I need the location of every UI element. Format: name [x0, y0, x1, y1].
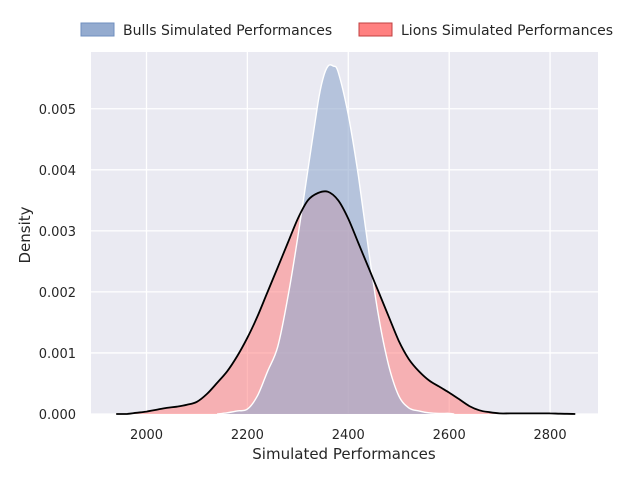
- x-tick-label: 2600: [433, 428, 466, 443]
- legend: Bulls Simulated Performances Lions Simul…: [81, 23, 613, 39]
- x-axis-ticks: 2000 2200 2400 2600 2800: [130, 428, 567, 443]
- legend-swatch-lions: [359, 23, 392, 36]
- y-axis-ticks: 0.000 0.001 0.002 0.003 0.004 0.005: [39, 103, 76, 423]
- legend-item-bulls: Bulls Simulated Performances: [81, 23, 332, 39]
- y-tick-label: 0.005: [39, 103, 76, 118]
- x-tick-label: 2200: [231, 428, 264, 443]
- y-tick-label: 0.002: [39, 286, 76, 301]
- x-axis-label: Simulated Performances: [252, 445, 436, 463]
- x-tick-label: 2800: [534, 428, 567, 443]
- legend-item-lions: Lions Simulated Performances: [359, 23, 613, 39]
- y-tick-label: 0.001: [39, 347, 76, 362]
- x-tick-label: 2000: [130, 428, 163, 443]
- legend-label-lions: Lions Simulated Performances: [401, 23, 613, 39]
- y-axis-label: Density: [16, 206, 34, 263]
- x-tick-label: 2400: [332, 428, 365, 443]
- legend-label-bulls: Bulls Simulated Performances: [123, 23, 332, 39]
- legend-swatch-bulls: [81, 23, 114, 36]
- y-tick-label: 0.003: [39, 225, 76, 240]
- y-tick-label: 0.004: [39, 164, 76, 179]
- y-tick-label: 0.000: [39, 408, 76, 423]
